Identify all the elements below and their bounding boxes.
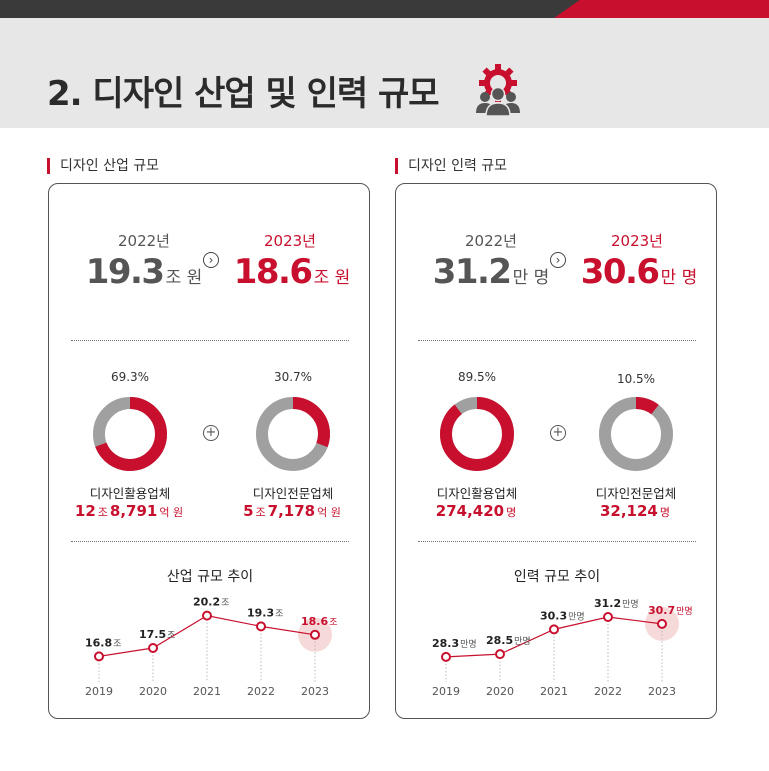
amount-part: 억 원 [317,506,341,519]
data-point [256,621,266,632]
trend-line-chart: 28.3만명 2019 28.5만명 2020 30.3만명 2021 31.2만명 2022… [432,597,693,698]
data-label: 17.5조 [139,628,175,641]
amount-part: 12 [74,502,96,520]
divider [71,541,349,542]
trend-line-chart: 16.8조 2019 17.5조 2020 20.2조 2021 19.3조 2022 18.6… [85,596,337,698]
amount-part: 명 [506,506,517,519]
donut-chart [599,397,673,471]
amount-part: 명 [659,506,670,519]
donut-pct-label: 30.7% [273,370,313,384]
amount-part: 8,791 [109,502,158,520]
x-tick-label: 2023 [301,685,329,698]
category-name: 디자인활용업체 [89,486,171,501]
category-name: 디자인활용업체 [436,486,518,501]
donut-arc [256,397,330,471]
x-tick-label: 2020 [139,685,167,698]
category-amount: 12 조 8,791 억 원 [65,501,195,520]
amount-part: 274,420 [435,502,505,520]
prev-value-number: 19.3 [85,252,165,292]
donut-pct-label: 69.3% [110,370,150,384]
industry-section-label: 디자인 산업 규모 [47,158,159,174]
plus-icon: + [203,425,219,441]
data-label: 28.5만명 [486,634,531,647]
data-label: 31.2만명 [594,597,639,610]
data-label: 20.2조 [193,596,229,609]
prev-value-unit: 만 명 [512,268,550,288]
chevron-right-icon: › [203,252,219,268]
curr-year: 2023년 [264,232,316,250]
industry-card: 2022년 19.3 조 원 › 2023년 18.6 조 원 69.3% + 30… [48,183,370,719]
data-point [657,618,667,629]
donut-chart [256,397,330,471]
data-point [549,624,559,635]
amount-part: 32,124 [599,502,658,520]
data-label: 30.3만명 [540,609,585,622]
plus-icon: + [550,425,566,441]
data-point [603,612,613,622]
curr-year: 2023년 [611,232,663,250]
x-tick-label: 2019 [432,685,460,698]
data-point [495,649,505,660]
amount-part: 조 [255,506,266,519]
category-amount: 32,124 명 [571,501,701,520]
x-tick-label: 2023 [648,685,676,698]
category-name: 디자인전문업체 [252,486,334,501]
amount-part: 억 원 [159,506,184,519]
amount-part: 조 [97,506,108,519]
donut-arc [599,397,673,471]
series-line [98,614,316,657]
chevron-right-icon: › [550,252,566,268]
divider [418,340,696,341]
donut-pct-label: 89.5% [457,370,497,384]
curr-value: 18.6 조 원 [217,252,367,292]
data-label: 19.3조 [247,606,283,619]
curr-value-unit: 만 명 [660,268,698,288]
data-label: 28.3만명 [432,637,477,650]
data-point [441,651,451,662]
header: 2. 디자인 산업 및 인력 규모 [0,18,769,128]
curr-value-unit: 조 원 [313,268,351,288]
donut-chart [440,397,514,471]
page-title: 2. 디자인 산업 및 인력 규모 [47,74,440,114]
x-tick-label: 2021 [193,685,221,698]
donut-pct-label: 10.5% [616,372,656,386]
prev-value-number: 31.2 [432,252,512,292]
amount-part: 7,178 [267,502,316,520]
x-tick-label: 2022 [594,685,622,698]
divider [418,541,696,542]
x-tick-label: 2020 [486,685,514,698]
category-amount: 5 조 7,178 억 원 [228,501,358,520]
workforce-card: 2022년 31.2 만 명 › 2023년 30.6 만 명 89.5% + 10… [395,183,717,719]
trend-title: 인력 규모 추이 [513,569,601,585]
x-tick-label: 2021 [540,685,568,698]
divider [71,340,349,341]
donut-arc [93,397,167,471]
prev-value: 19.3 조 원 [69,252,219,292]
data-point [310,629,320,640]
curr-value-number: 18.6 [233,252,313,292]
amount-part: 5 [243,502,254,520]
gear-people-icon [476,64,520,117]
prev-value: 31.2 만 명 [416,252,566,292]
data-point [202,610,212,621]
data-point [94,651,104,662]
workforce-section-label: 디자인 인력 규모 [395,158,507,174]
data-label: 18.6조 [301,615,337,628]
data-label: 16.8조 [85,636,121,649]
curr-value: 30.6 만 명 [564,252,714,292]
data-label: 30.7만명 [648,604,693,617]
x-tick-label: 2019 [85,685,113,698]
top-bar-accent [554,0,769,18]
x-tick-label: 2022 [247,685,275,698]
category-name: 디자인전문업체 [595,486,677,501]
curr-value-number: 30.6 [580,252,660,292]
prev-year: 2022년 [465,232,517,250]
donut-arc [440,397,514,471]
data-point [148,643,158,653]
trend-title: 산업 규모 추이 [166,569,254,585]
prev-value-unit: 조 원 [165,268,203,288]
prev-year: 2022년 [118,232,170,250]
donut-chart [93,397,167,471]
category-amount: 274,420 명 [412,501,542,520]
